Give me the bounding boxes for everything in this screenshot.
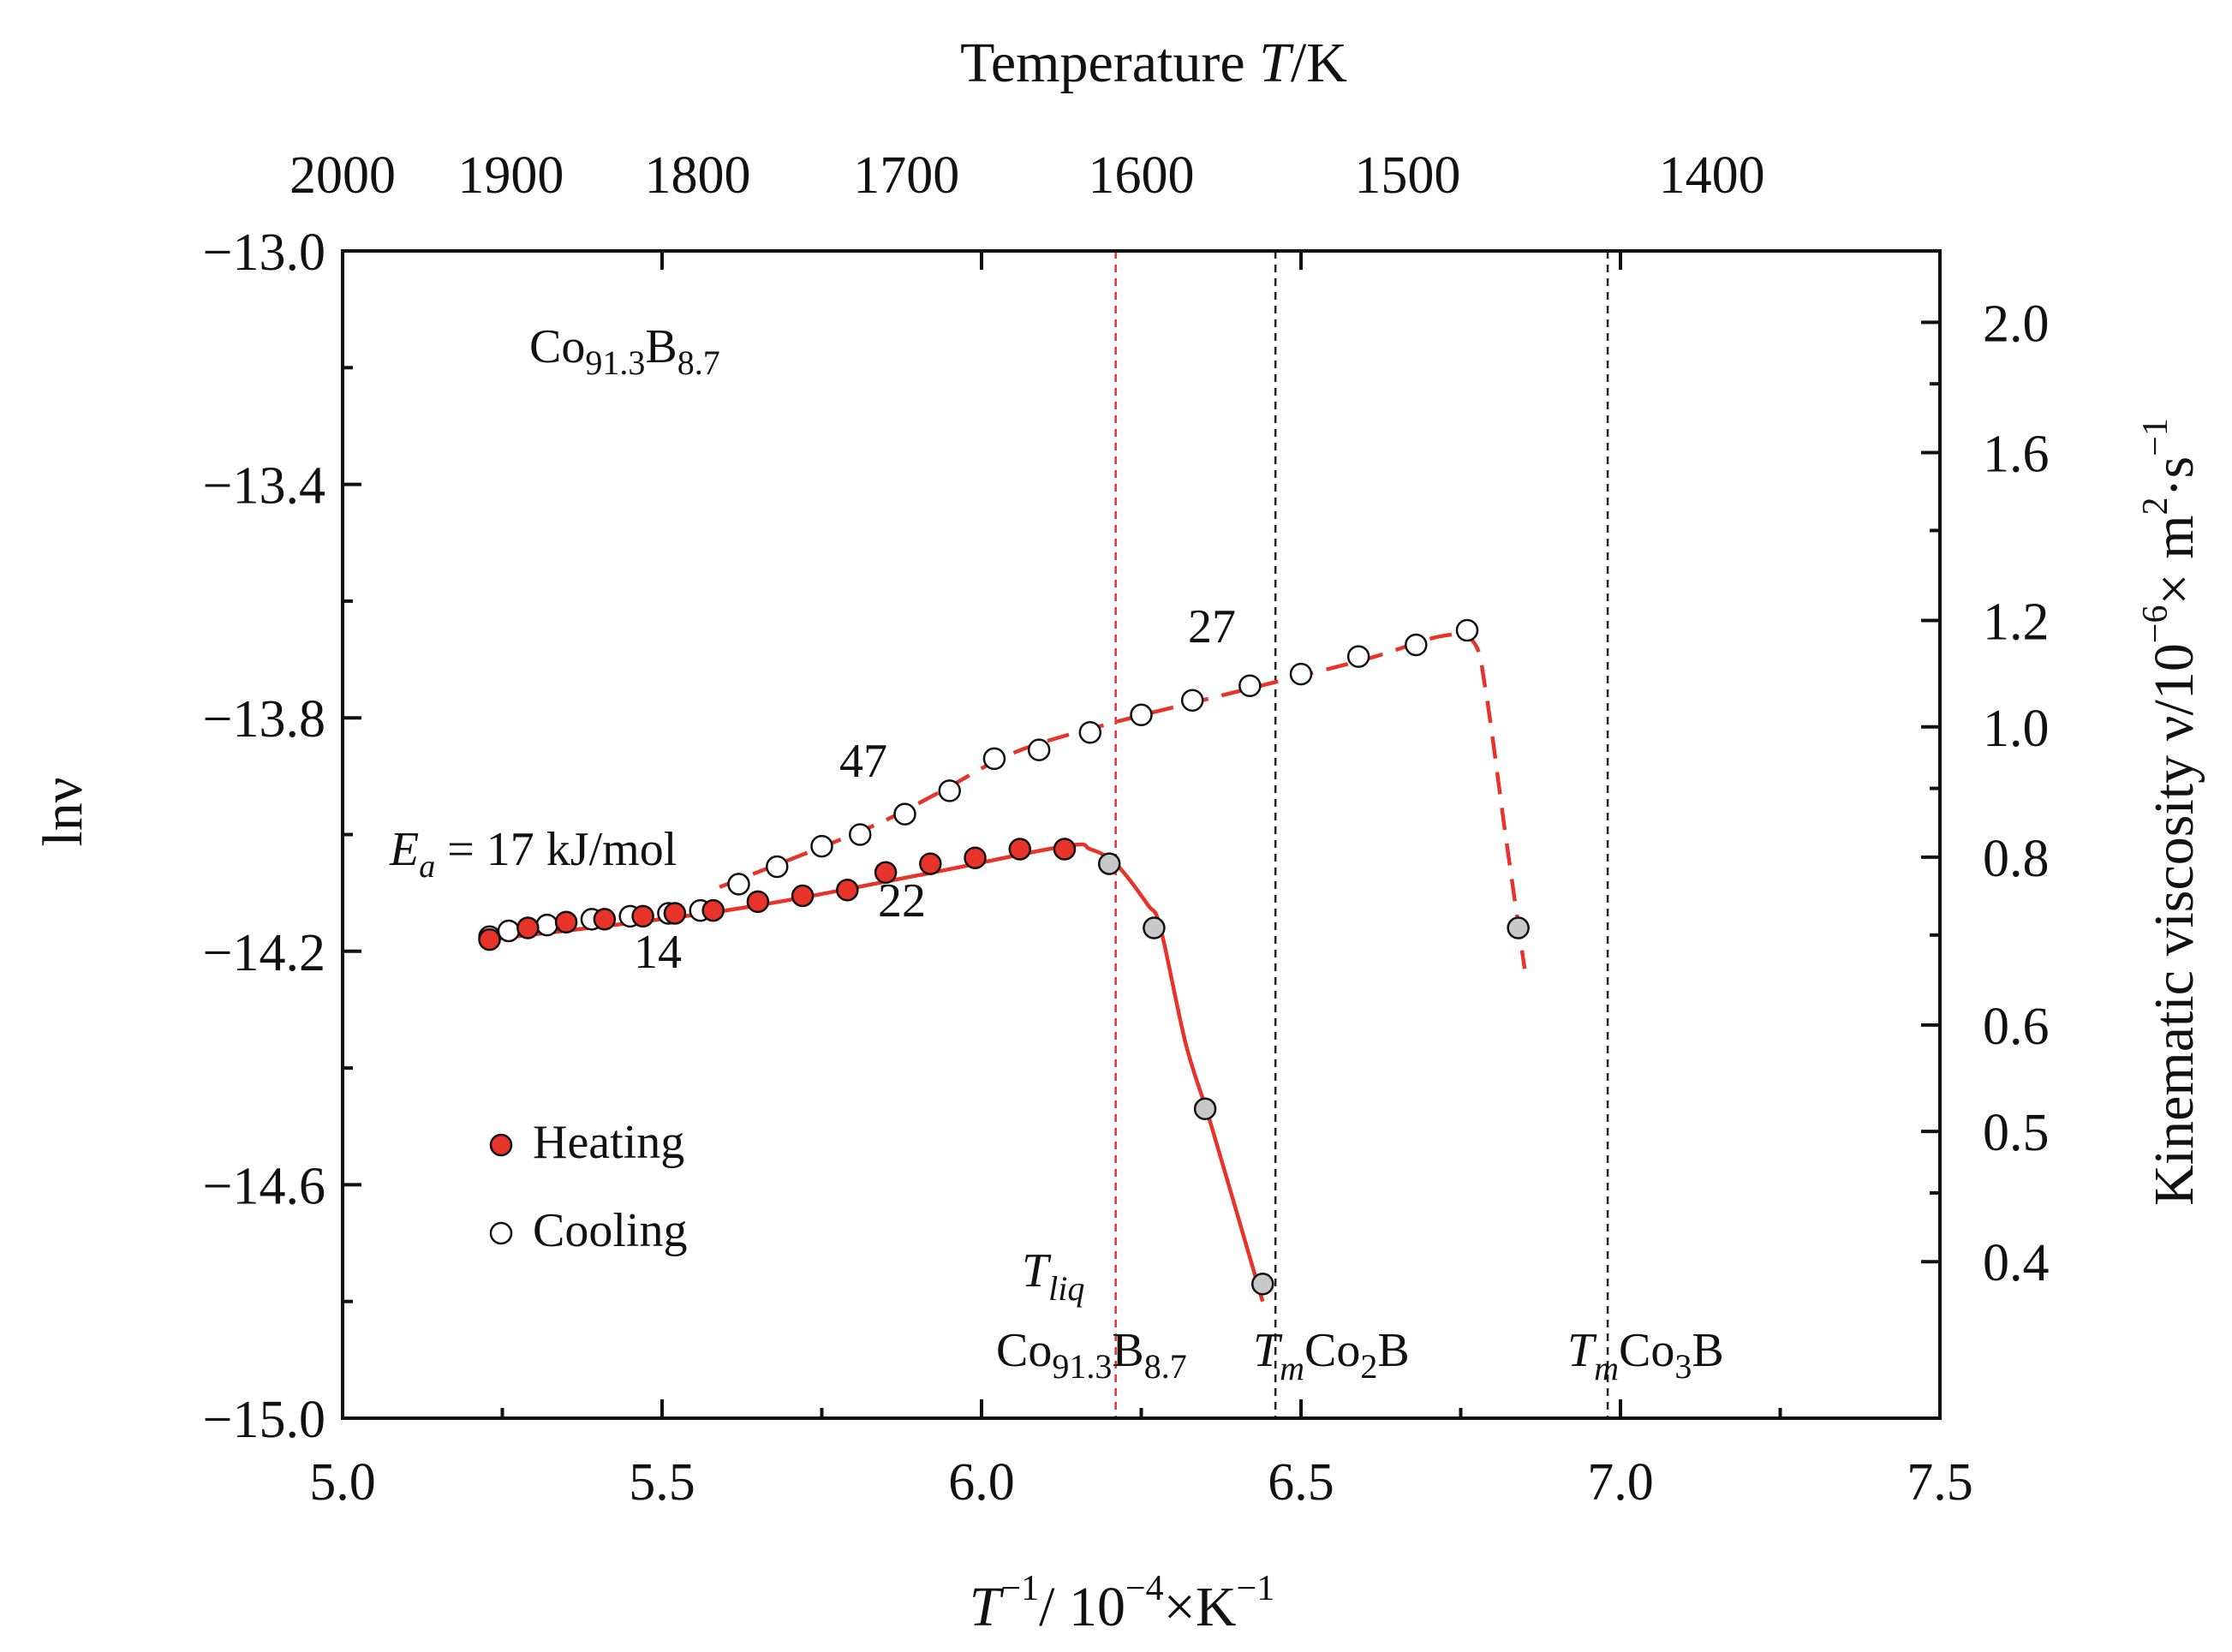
top-tick-label: 1800 [644, 146, 750, 205]
cooling-point [497, 919, 521, 943]
undercooled-point [1097, 852, 1121, 875]
heating-point [554, 910, 578, 933]
heating-point [874, 861, 898, 885]
legend: Heating Cooling [489, 1116, 687, 1257]
cooling-point [1130, 703, 1153, 727]
plot-frame [341, 249, 1942, 1420]
heating-point [1053, 838, 1077, 861]
value-label-14: 14 [634, 926, 682, 979]
cooling-point [938, 779, 961, 802]
y-tick-label: −14.2 [203, 924, 325, 982]
cooling-fit-curve [719, 632, 1527, 969]
cooling-point [810, 834, 833, 858]
tm-co2b-label: TmCo2B [1253, 1324, 1410, 1387]
top-tick-label: 1500 [1354, 146, 1460, 205]
x-tick-label: 5.0 [309, 1453, 376, 1512]
heating-point [746, 890, 770, 914]
cooling-point [535, 913, 558, 937]
tliq-label: Tliq [1022, 1244, 1084, 1308]
heating-point [516, 916, 540, 939]
data-points [478, 618, 1530, 1296]
legend-heating-marker [489, 1133, 513, 1157]
undercooled-point [1250, 1273, 1274, 1296]
undercooled-point [1507, 916, 1530, 939]
x-tick-label: 7.5 [1907, 1453, 1973, 1512]
heating-point [919, 852, 942, 875]
cooling-point [1180, 689, 1204, 713]
x-tick-label: 5.5 [629, 1453, 695, 1512]
cooling-point [766, 855, 789, 879]
y-tick-label: −15.0 [203, 1391, 325, 1449]
y-tick-label: −14.6 [203, 1157, 325, 1215]
right-tick-label: 0.6 [1983, 998, 2050, 1056]
x-tick-label: 7.0 [1587, 1453, 1654, 1512]
heating-point [1008, 838, 1032, 861]
cooling-point [1078, 720, 1102, 744]
heating-point [478, 927, 501, 951]
cooling-point [1455, 618, 1479, 642]
right-tick-label: 1.6 [1983, 425, 2050, 483]
heating-point [631, 904, 654, 928]
right-tick-label: 0.4 [1983, 1234, 2050, 1292]
cooling-point [1027, 738, 1051, 761]
cooling-point [1405, 633, 1428, 657]
cooling-point [1238, 674, 1262, 697]
top-tick-label: 1700 [853, 146, 959, 205]
heating-point [593, 908, 617, 931]
top-tick-label: 1600 [1089, 146, 1195, 205]
top-tick-label: 1900 [457, 146, 564, 205]
tick-labels: 5.0 5.5 6.0 6.5 7.0 7.5 −13.0 −13.4 −13.8 −14.2 −1… [203, 146, 2050, 1512]
undercooled-point [1143, 916, 1166, 939]
x-axis-title: T−1/ 10−4×K−1 [970, 1569, 1275, 1638]
right-axis-title: Kinematic viscosity ν/10−6× m2·s−1 [2136, 418, 2205, 1206]
x-tick-label: 6.0 [948, 1453, 1015, 1512]
legend-cooling-label: Cooling [533, 1204, 687, 1257]
composition-label: Co91.3B8.7 [529, 320, 720, 382]
top-tick-label: 2000 [289, 146, 396, 205]
undercooled-point [1193, 1097, 1217, 1121]
cooling-point [982, 747, 1006, 771]
top-axis-title: Temperature T/K [960, 32, 1347, 94]
cooling-point [1289, 662, 1313, 686]
heating-point [964, 846, 987, 870]
right-tick-label: 0.8 [1983, 830, 2050, 888]
y-tick-label: −13.8 [203, 690, 325, 748]
right-tick-label: 1.2 [1983, 593, 2050, 652]
right-tick-label: 1.0 [1983, 700, 2050, 758]
value-label-47: 47 [839, 735, 887, 788]
top-tick-label: 1400 [1659, 146, 1765, 205]
value-label-27: 27 [1188, 600, 1236, 653]
cooling-point [727, 873, 750, 896]
right-tick-label: 0.5 [1983, 1104, 2050, 1162]
value-label-22: 22 [878, 874, 926, 927]
reference-lines [1114, 251, 1609, 1418]
heating-point [663, 902, 687, 925]
y-axis-title: lnν [32, 777, 94, 846]
heating-point [701, 898, 725, 922]
tliq-composition-label: Co91.3B8.7 [996, 1324, 1187, 1386]
y-tick-label: −13.4 [203, 457, 325, 516]
activation-energy-label: Ea = 17 kJ/mol [389, 823, 677, 885]
right-tick-label: 2.0 [1983, 295, 2050, 353]
tm-co3b-label: TmCo3B [1567, 1324, 1724, 1387]
y-tick-label: −13.0 [203, 224, 325, 282]
heating-point [791, 884, 815, 908]
cooling-point [893, 802, 916, 826]
cooling-point [849, 823, 872, 846]
legend-cooling-marker [489, 1221, 513, 1245]
legend-heating-label: Heating [533, 1116, 684, 1169]
heating-point [836, 878, 859, 902]
cooling-point [1346, 645, 1370, 668]
x-tick-label: 6.5 [1268, 1453, 1334, 1512]
